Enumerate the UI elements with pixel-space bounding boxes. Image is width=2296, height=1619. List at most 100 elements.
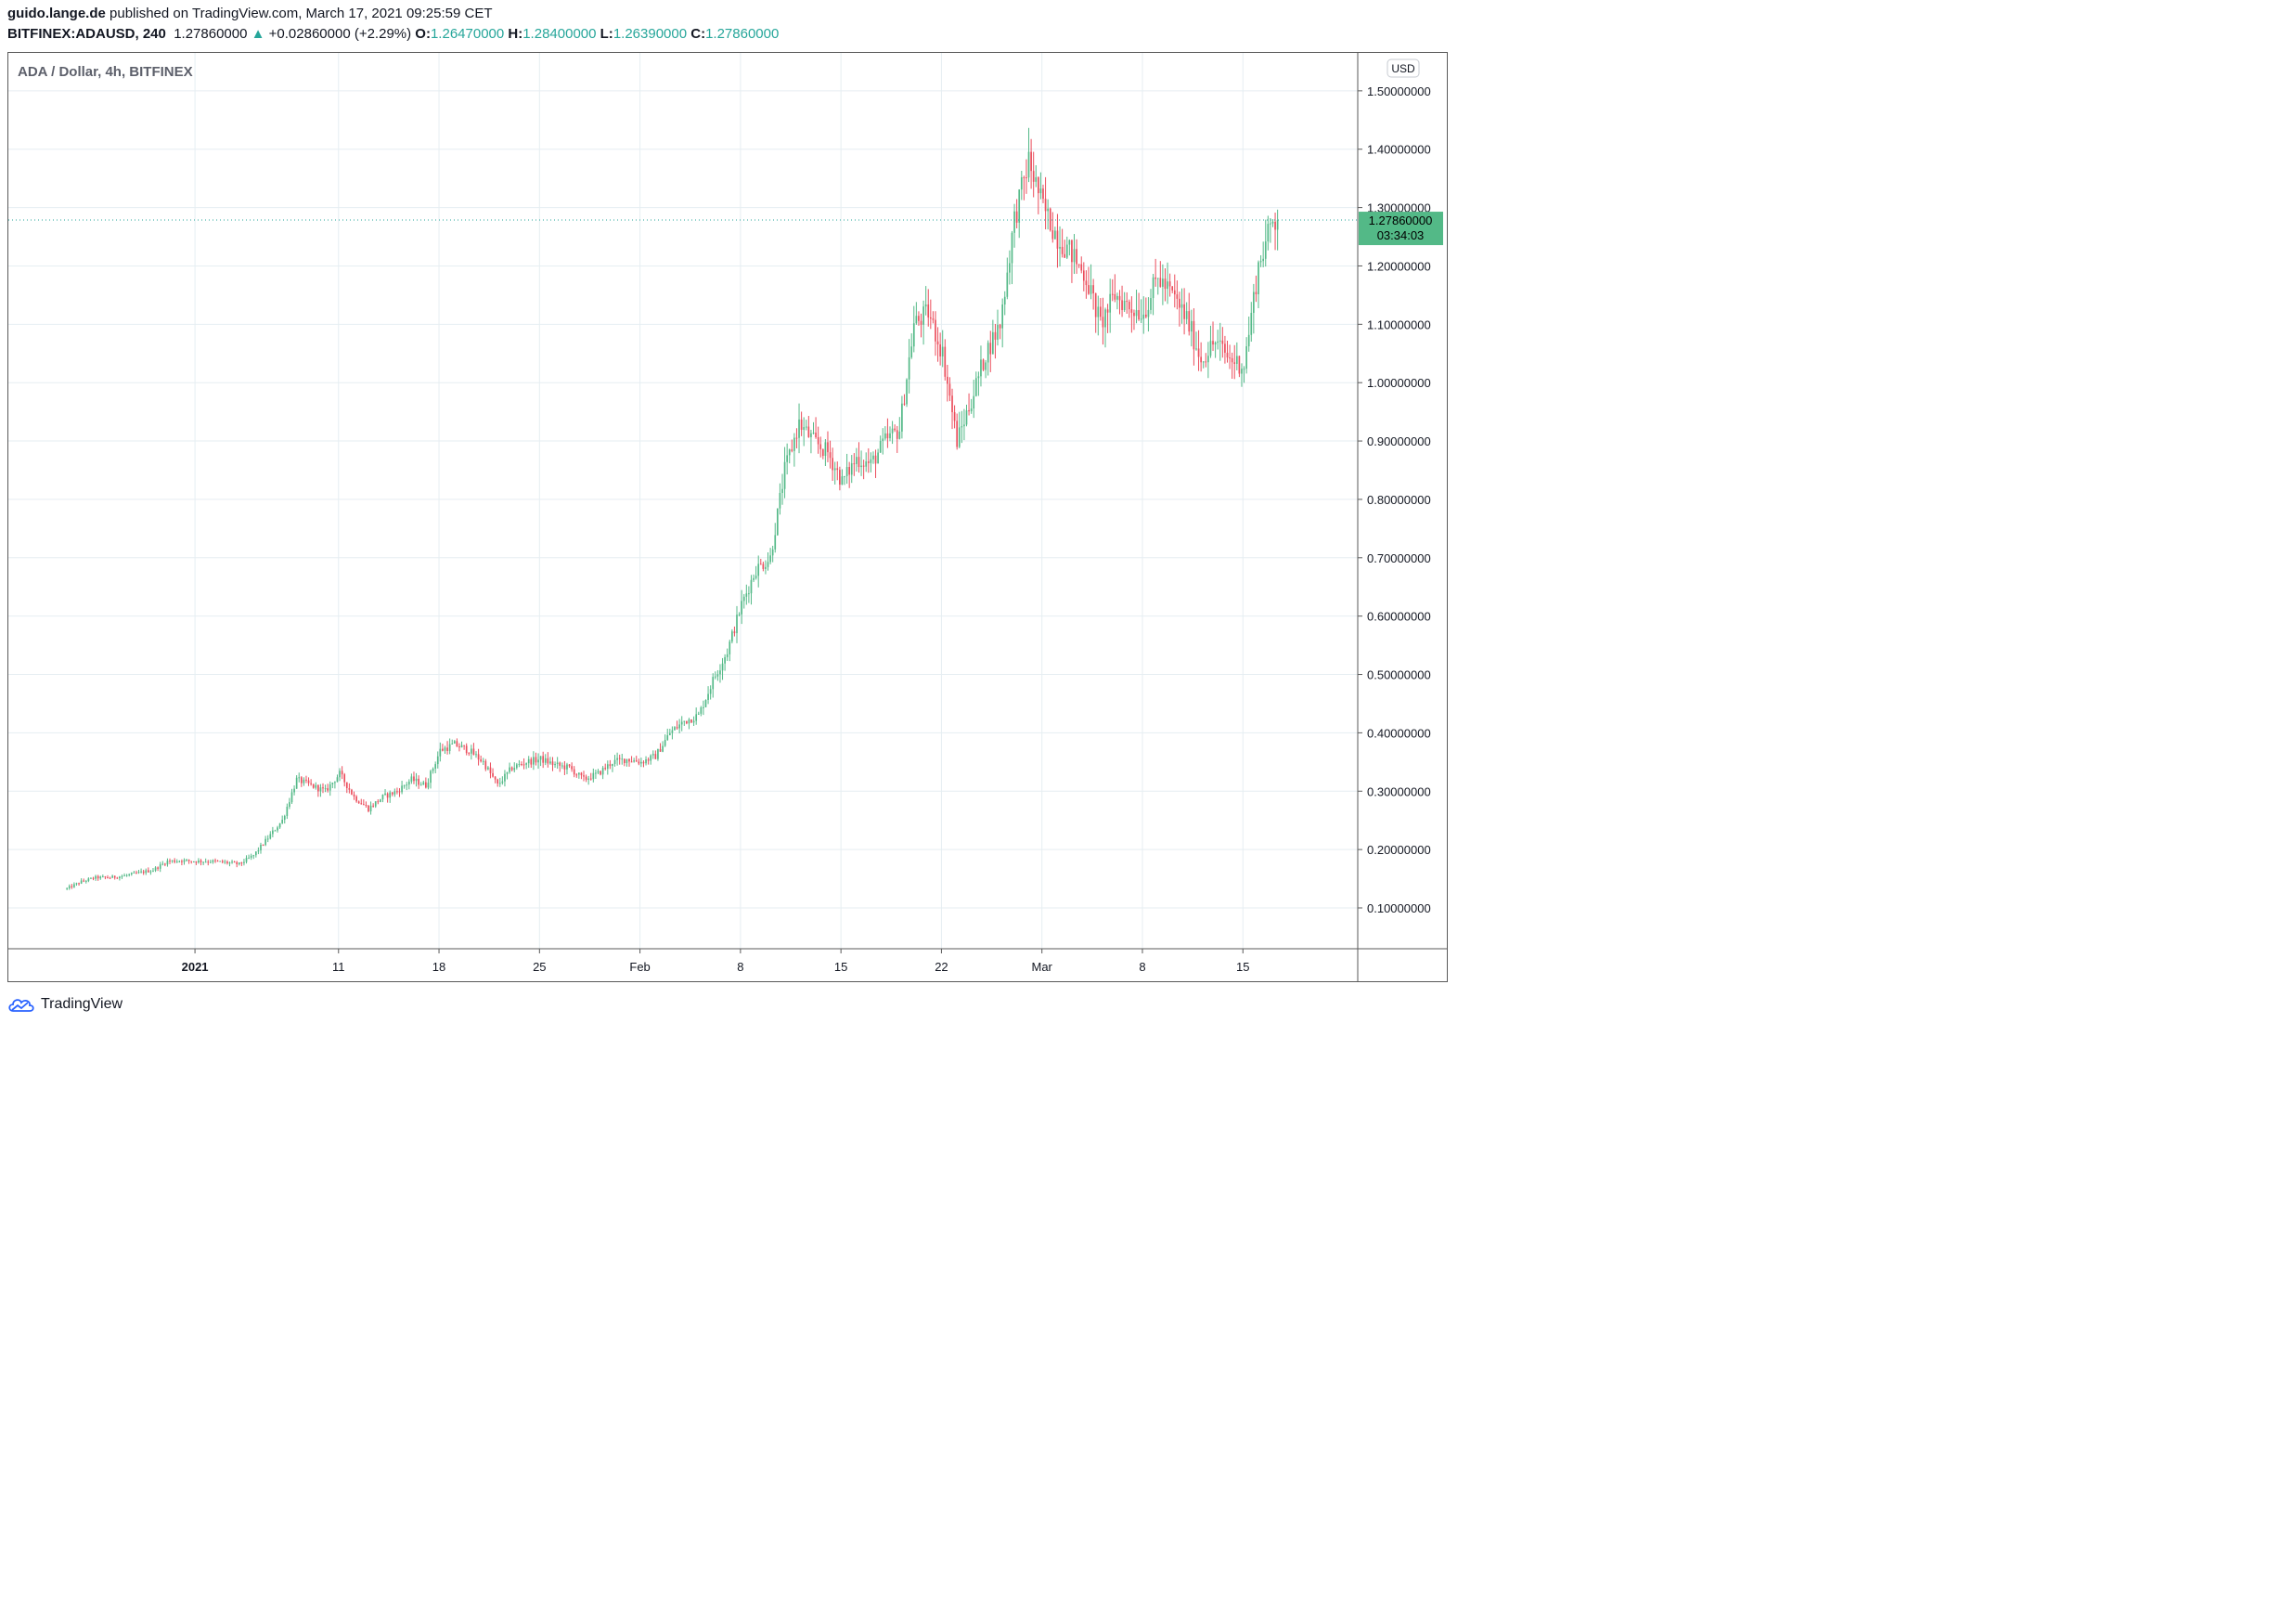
candle-body (867, 461, 870, 463)
candle-body (716, 674, 719, 677)
candle-body (974, 378, 977, 396)
candle-body (403, 785, 406, 787)
candle-body (1009, 263, 1011, 273)
candle-body (549, 761, 551, 764)
candle-body (1056, 230, 1059, 249)
candle-body (657, 748, 659, 759)
candle-body (80, 880, 83, 884)
candle-body (1145, 314, 1147, 317)
candle-body (769, 555, 771, 563)
candle-body (128, 874, 131, 875)
candle-body (226, 861, 228, 863)
candle-body (317, 784, 319, 792)
open-label: O: (415, 26, 431, 42)
candle-body (753, 577, 755, 580)
candle-body (339, 771, 341, 778)
candle-body (724, 656, 726, 664)
candle-body (1168, 281, 1171, 287)
candle-body (1274, 221, 1276, 230)
candle-body (1271, 221, 1274, 224)
candle-body (767, 562, 769, 567)
candle-body (968, 410, 970, 412)
candle-body (1193, 320, 1195, 350)
candle-body (504, 773, 506, 782)
candle-body (1054, 230, 1056, 240)
candle-body (894, 428, 896, 431)
candle-body (207, 861, 210, 863)
candle-body (568, 764, 571, 767)
candle-body (460, 745, 463, 748)
candle-body (471, 748, 472, 754)
candle-body (585, 776, 587, 780)
candle-body (695, 714, 698, 721)
candle-body (662, 745, 664, 752)
candle-body (889, 433, 891, 439)
candle-body (1047, 208, 1049, 212)
candle-body (956, 421, 959, 447)
candle-body (1061, 246, 1064, 254)
candle-body (1085, 280, 1088, 286)
candle-body (798, 419, 800, 438)
currency-button[interactable]: USD (1387, 58, 1420, 78)
candle-body (666, 734, 669, 741)
candle-body (413, 776, 415, 782)
candle-body (1276, 220, 1279, 230)
candle-body (920, 320, 922, 325)
candle-body (202, 861, 204, 863)
candle-body (498, 783, 501, 784)
candle-body (1064, 253, 1066, 258)
candle-body (384, 793, 386, 795)
candle-body (856, 457, 858, 464)
candle-body (1073, 249, 1076, 263)
candle-body (674, 727, 676, 731)
price-chart[interactable]: 1.50000000 1.40000000 1.30000000 1.20000000… (8, 53, 1447, 981)
x-tick-label: 18 (432, 960, 445, 974)
candle-body (407, 781, 410, 785)
candle-body (642, 761, 645, 764)
candle-layer (66, 127, 1279, 890)
candle-body (664, 740, 666, 746)
candle-body (915, 316, 918, 324)
candle-body (133, 872, 135, 874)
candle-body (533, 757, 535, 765)
candle-body (1015, 211, 1018, 223)
candle-body (1065, 244, 1068, 258)
candle-body (618, 758, 621, 759)
candle-body (418, 778, 419, 785)
candle-body (480, 759, 482, 762)
candle-body (174, 860, 176, 862)
candle-body (1071, 240, 1073, 263)
candle-body (83, 880, 85, 882)
x-tick-label: 2021 (182, 960, 209, 974)
candle-body (430, 771, 432, 784)
candle-body (922, 306, 924, 325)
candle-body (1100, 306, 1102, 317)
candle-body (551, 761, 554, 766)
footer-brand[interactable]: TradingView (7, 994, 123, 1015)
y-tick-label: 1.50000000 (1367, 84, 1431, 98)
candle-body (92, 877, 95, 879)
candle-body (947, 376, 948, 384)
candle-body (688, 719, 690, 724)
candle-body (1032, 171, 1035, 182)
candle-body (721, 663, 724, 671)
candle-body (563, 765, 566, 770)
candle-body (212, 860, 214, 862)
publisher-name[interactable]: guido.lange.de (7, 6, 106, 21)
candle-body (624, 758, 626, 764)
candle-body (1226, 352, 1229, 358)
candle-body (850, 463, 853, 475)
candle-body (1162, 278, 1164, 287)
candle-body (365, 805, 368, 807)
symbol-name[interactable]: BITFINEX:ADAUSD, 240 (7, 26, 166, 42)
candle-body (456, 741, 458, 747)
candle-body (1190, 320, 1193, 332)
candle-body (161, 863, 164, 865)
candle-body (181, 861, 183, 862)
candle-body (243, 861, 245, 863)
candle-body (616, 758, 618, 760)
chart-frame[interactable]: 1.50000000 1.40000000 1.30000000 1.20000000… (7, 52, 1448, 982)
candle-body (539, 756, 542, 760)
candle-body (992, 331, 994, 355)
candle-body (286, 807, 289, 816)
